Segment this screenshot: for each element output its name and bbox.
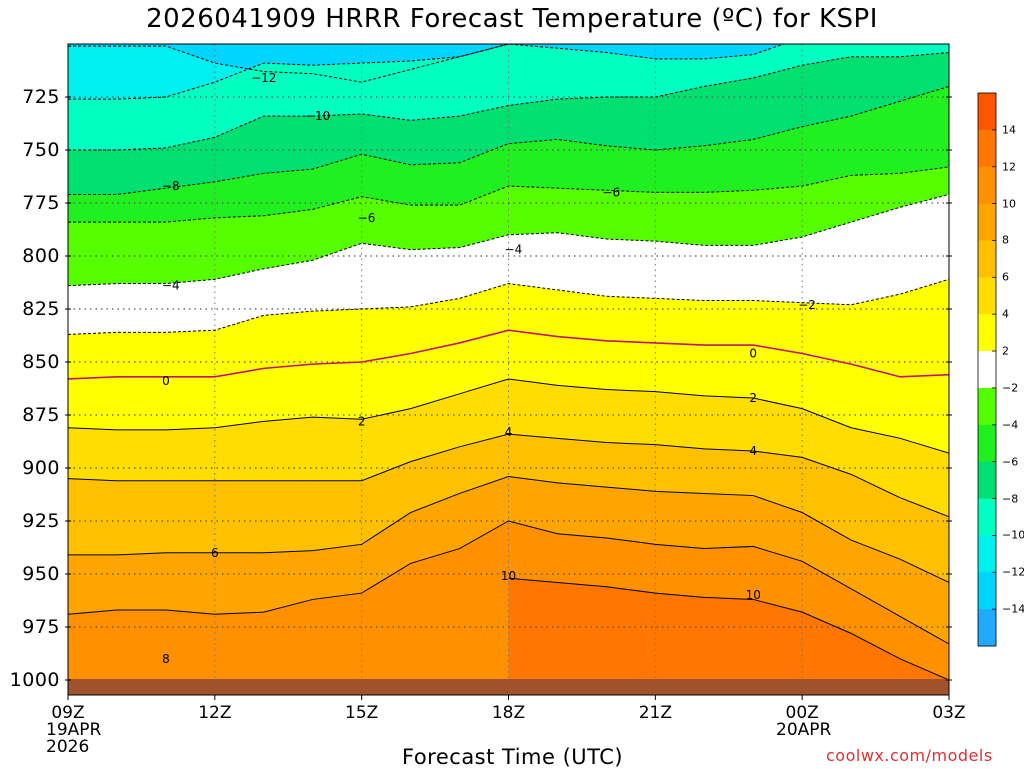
colorbar-label: −6 bbox=[1002, 455, 1019, 469]
contour-label: 4 bbox=[749, 444, 757, 458]
colorbar-swatch bbox=[978, 203, 996, 241]
contour-label: 2 bbox=[358, 414, 366, 428]
y-tick-label: 1000 bbox=[9, 669, 60, 691]
x-tick-label: 21Z bbox=[638, 703, 672, 723]
contour-10-solid bbox=[508, 577, 949, 680]
colorbar-swatch bbox=[978, 129, 996, 168]
x-tick-label: 18Z bbox=[491, 703, 526, 723]
colorbar-swatch bbox=[978, 461, 996, 500]
colorbar-swatch bbox=[978, 609, 996, 647]
colorbar-swatch bbox=[978, 424, 996, 463]
contour-label: 8 bbox=[162, 652, 170, 666]
colorbar-frame bbox=[977, 92, 997, 647]
colorbar-swatch bbox=[978, 166, 996, 205]
contour-label: −2 bbox=[798, 298, 816, 312]
x-tick-label: 00Z bbox=[785, 703, 819, 723]
contour--8-dashed bbox=[68, 51, 949, 151]
colorbar bbox=[977, 92, 997, 647]
contour-label: 10 bbox=[501, 569, 516, 583]
contour-label: −10 bbox=[305, 109, 330, 123]
band-above-10 bbox=[508, 578, 949, 680]
contour-label: 0 bbox=[749, 347, 757, 361]
contour--4-dashed bbox=[68, 166, 949, 223]
x-tick-label: 09Z bbox=[51, 703, 85, 723]
contour-8-solid bbox=[68, 520, 949, 645]
colorbar-label: 2 bbox=[1002, 344, 1009, 358]
contour-label: −6 bbox=[358, 211, 376, 225]
contour-labels: −12 −10 −8 −6 −6 −4 −4 −2 0 0 2 2 4 4 6 8 10 10 bbox=[162, 71, 816, 666]
x-tick-label: 12Z bbox=[198, 703, 232, 723]
contour-6-solid bbox=[68, 475, 949, 583]
contour-4-solid bbox=[68, 433, 949, 518]
y-tick-label: 925 bbox=[22, 510, 60, 532]
contour-0-solid bbox=[68, 329, 949, 380]
y-tick-label: 900 bbox=[22, 457, 60, 479]
colorbar-label: 4 bbox=[1002, 307, 1009, 321]
contour-label: −4 bbox=[162, 279, 180, 293]
y-tick-label: 825 bbox=[22, 298, 60, 320]
x-axis-title: Forecast Time (UTC) bbox=[402, 745, 624, 769]
contour--2-dashed bbox=[68, 194, 949, 287]
contour--6-dashed bbox=[68, 85, 949, 196]
y-tick-label: 850 bbox=[22, 351, 60, 373]
y-tick-label: 750 bbox=[22, 139, 60, 161]
colorbar-label: −14 bbox=[1002, 602, 1024, 616]
contour-label: 6 bbox=[211, 546, 219, 560]
colorbar-label: 12 bbox=[1002, 160, 1016, 174]
colorbar-swatch bbox=[978, 535, 996, 573]
colorbar-swatch bbox=[978, 93, 996, 131]
contour-0-dashed bbox=[68, 278, 949, 335]
colorbar-label: 14 bbox=[1002, 123, 1016, 137]
midnight-date-label: 20APR bbox=[776, 720, 832, 740]
y-tick-label: 950 bbox=[22, 563, 60, 585]
colorbar-swatch bbox=[978, 387, 996, 426]
ground-surface bbox=[68, 679, 949, 695]
colorbar-swatch bbox=[978, 572, 996, 610]
colorbar-label: −4 bbox=[1002, 418, 1019, 432]
y-tick-label: 975 bbox=[22, 616, 60, 638]
contour-label: 10 bbox=[746, 588, 761, 602]
contour-label: 0 bbox=[162, 374, 170, 388]
y-tick-label: 775 bbox=[22, 192, 60, 214]
colorbar-label: 8 bbox=[1002, 233, 1009, 247]
colorbar-swatch bbox=[978, 351, 996, 389]
x-tick-label: 15Z bbox=[345, 703, 379, 723]
colorbar-label: 6 bbox=[1002, 270, 1009, 284]
contour-lines bbox=[68, 44, 949, 680]
y-tick-label: 725 bbox=[22, 86, 60, 108]
contour-label: −8 bbox=[162, 179, 180, 193]
y-tick-label: 875 bbox=[22, 404, 60, 426]
x-tick-label: 03Z bbox=[932, 703, 966, 723]
colorbar-label: −8 bbox=[1002, 492, 1019, 506]
contour-label: −4 bbox=[505, 243, 523, 257]
contour-label: 2 bbox=[749, 391, 757, 405]
colorbar-swatch bbox=[978, 240, 996, 278]
colorbar-swatch bbox=[978, 314, 996, 352]
colorbar-swatch bbox=[978, 498, 996, 536]
colorbar-label: −12 bbox=[1002, 565, 1024, 579]
contour-label: 4 bbox=[505, 425, 513, 439]
credit-link[interactable]: coolwx.com/models bbox=[826, 746, 993, 765]
colorbar-label: 10 bbox=[1002, 197, 1016, 211]
colorbar-label: −10 bbox=[1002, 528, 1024, 542]
colorbar-label: −2 bbox=[1002, 381, 1019, 395]
start-date-label: 19APR 2026 bbox=[46, 720, 102, 757]
axis-ticks bbox=[65, 96, 952, 700]
contour-label: −12 bbox=[251, 71, 276, 85]
contour-label: −6 bbox=[602, 185, 620, 199]
chart-title: 2026041909 HRRR Forecast Temperature (ºC… bbox=[146, 4, 878, 34]
colorbar-swatch bbox=[978, 277, 996, 315]
y-tick-label: 800 bbox=[22, 245, 60, 267]
contour-2-solid bbox=[68, 378, 949, 454]
